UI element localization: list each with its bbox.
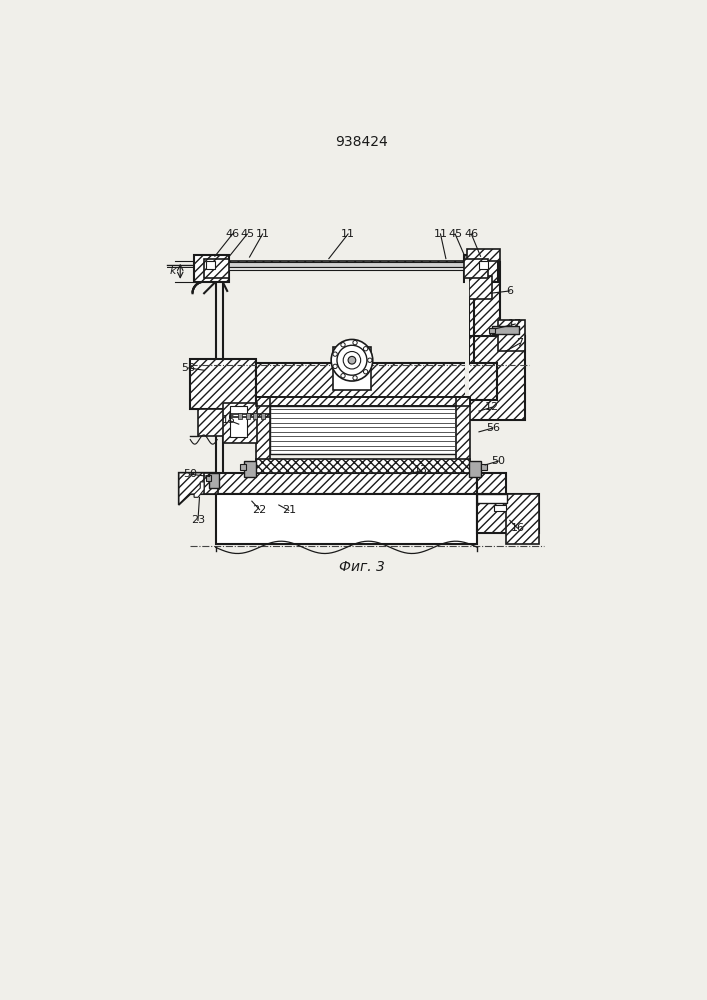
Bar [261,413,265,419]
Bar [223,403,257,443]
Text: 50: 50 [491,456,506,466]
Bar [206,261,215,269]
Text: 22: 22 [252,505,267,515]
Bar [216,494,477,544]
Circle shape [363,370,368,374]
Circle shape [348,356,356,364]
Bar [204,473,218,494]
Bar [256,397,469,406]
Polygon shape [179,473,216,505]
Circle shape [343,352,361,369]
Text: 13: 13 [414,465,428,475]
Text: 58: 58 [182,363,196,373]
Text: 46: 46 [226,229,240,239]
Text: 938424: 938424 [336,135,388,149]
Text: 17: 17 [508,319,522,329]
Bar [333,347,371,389]
Circle shape [363,347,368,351]
Bar [467,262,500,389]
Circle shape [341,374,345,378]
Text: 7: 7 [516,338,523,348]
Bar [498,320,525,351]
Bar [467,336,525,420]
Bar [256,363,469,400]
Bar [464,255,498,282]
Bar [256,397,469,406]
Bar [246,413,250,419]
Bar [253,413,257,419]
Bar [206,475,211,481]
Text: 50: 50 [183,469,197,479]
Bar [204,261,486,270]
Text: 11: 11 [433,229,448,239]
Bar [469,276,492,299]
Text: 16: 16 [510,523,525,533]
Bar [477,473,506,494]
Bar [477,494,507,503]
Text: 11: 11 [256,229,269,239]
Bar [466,363,497,400]
Text: 45: 45 [240,229,255,239]
Bar [494,505,506,511]
Circle shape [337,345,367,375]
Bar [225,267,464,270]
Bar [256,397,269,460]
Circle shape [331,339,373,381]
Bar [244,461,256,477]
Circle shape [353,376,357,380]
Text: k: k [169,266,176,276]
Bar [465,272,469,396]
Circle shape [333,352,337,356]
Polygon shape [506,494,539,544]
Polygon shape [194,482,204,497]
Circle shape [353,340,357,345]
Bar [469,461,481,477]
Circle shape [341,343,345,347]
Text: 23: 23 [191,515,205,525]
Bar [194,255,229,282]
Bar [209,473,218,488]
Bar [230,406,247,437]
Text: 6: 6 [506,286,513,296]
Bar [238,413,242,419]
Bar [225,262,464,267]
Bar [489,328,495,333]
Text: 21: 21 [282,505,296,515]
Bar [492,326,519,334]
Bar [190,359,256,409]
Bar [481,464,486,470]
Text: 15: 15 [222,415,235,425]
Bar [464,259,489,278]
Bar [269,406,456,454]
Text: Фиг. 3: Фиг. 3 [339,560,385,574]
Bar [477,494,539,533]
Circle shape [368,358,372,362]
Bar [198,409,244,436]
Bar [240,464,247,470]
Bar [479,261,489,269]
Bar [467,249,500,261]
Bar [456,397,469,460]
Text: 11: 11 [341,229,355,239]
Text: 45: 45 [448,229,462,239]
Bar [256,459,469,473]
Text: 12: 12 [485,402,499,412]
Bar [204,259,229,278]
Bar [216,473,477,494]
Circle shape [333,364,337,369]
Text: 46: 46 [464,229,479,239]
Text: 56: 56 [486,423,500,433]
